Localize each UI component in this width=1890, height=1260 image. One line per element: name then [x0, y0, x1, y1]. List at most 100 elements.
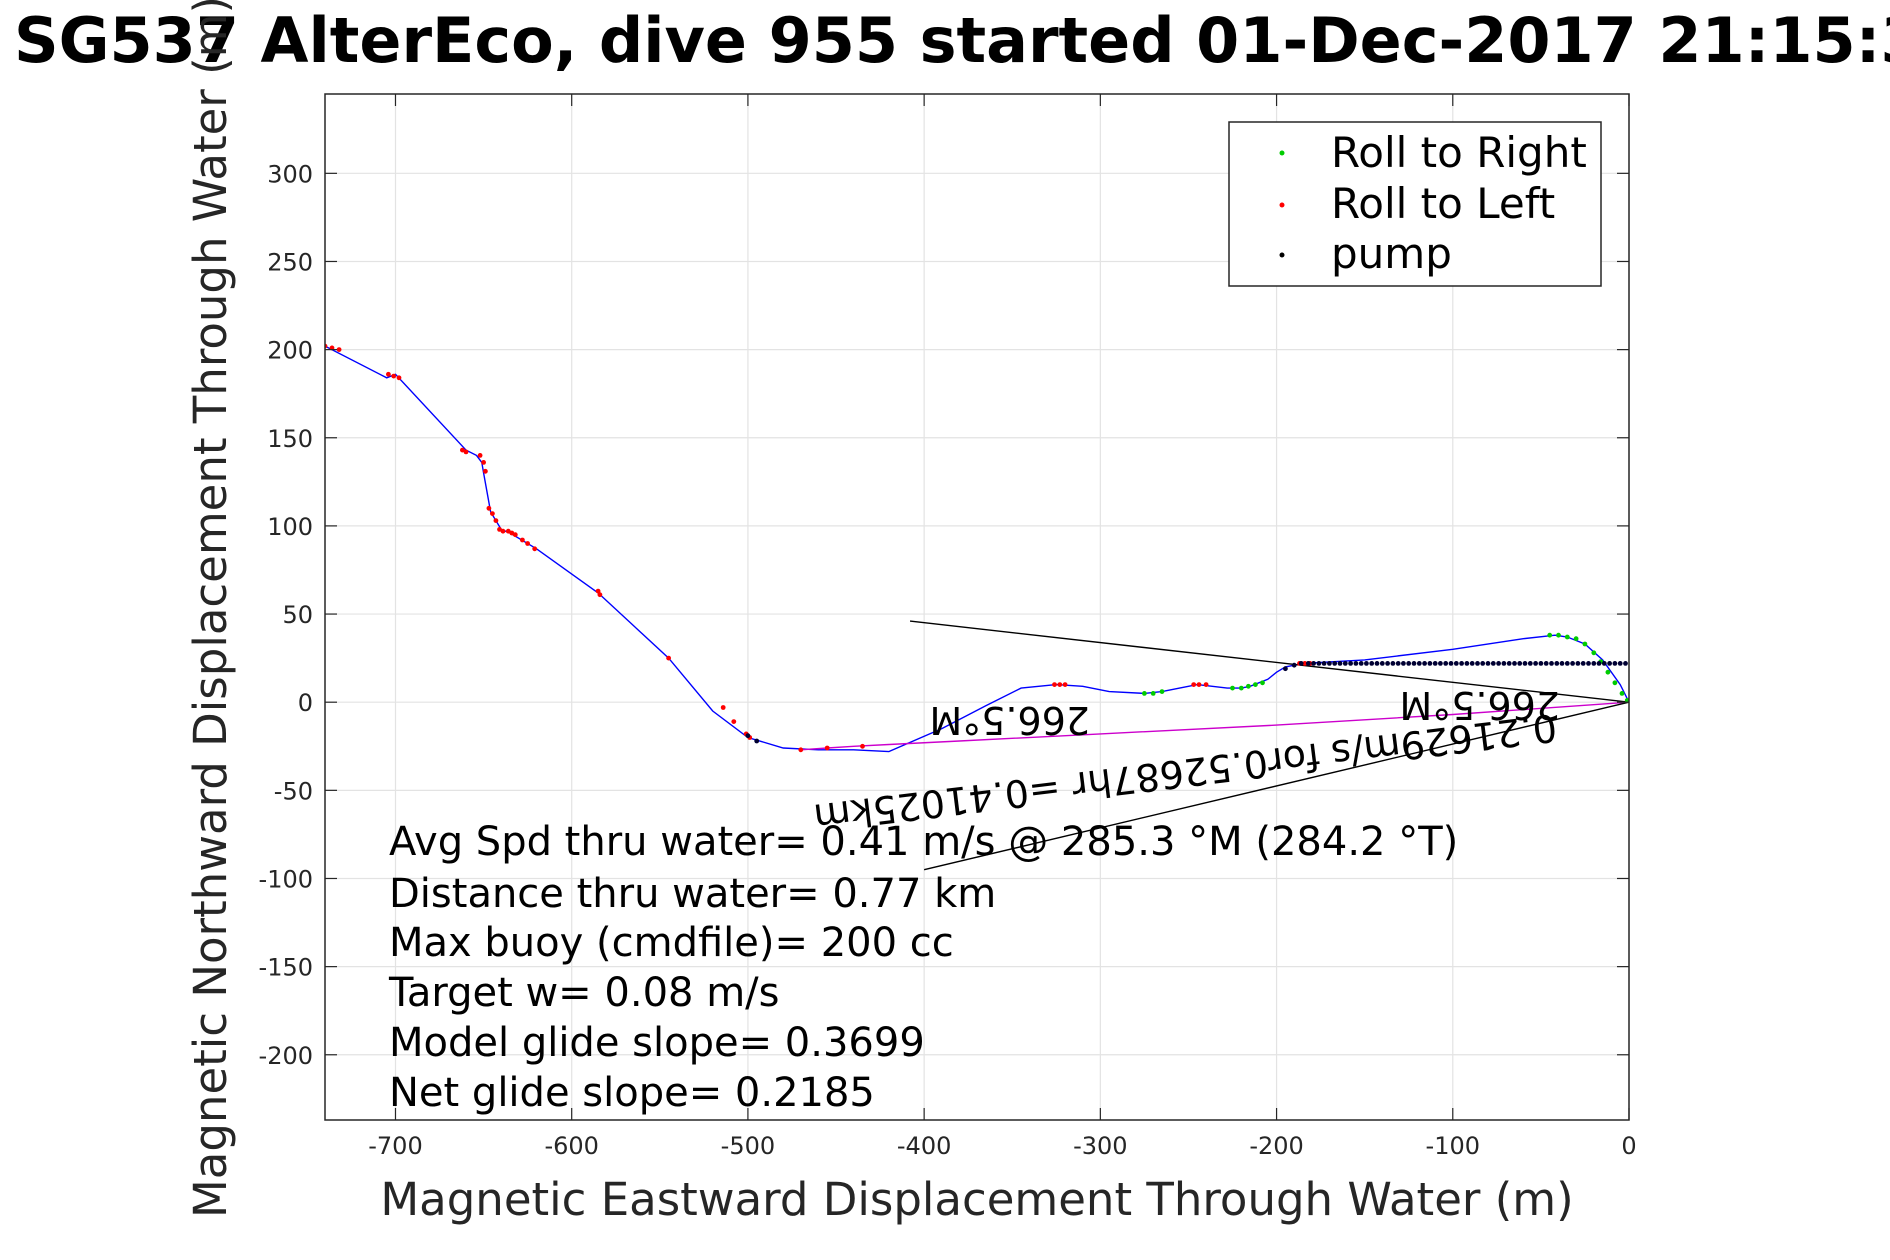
series-line-1	[800, 701, 1629, 751]
legend-marker-pump	[1279, 252, 1285, 258]
pump-point	[1501, 661, 1507, 666]
stat-net-glide: Net glide slope= 0.2185	[389, 1070, 875, 1116]
pump-point	[1506, 661, 1512, 666]
plot-frame	[324, 93, 1630, 1121]
x-tick-label: -500	[721, 1132, 775, 1160]
pump-point	[1364, 661, 1369, 666]
pump-point	[1374, 661, 1380, 666]
roll-left-point	[520, 537, 525, 543]
roll-left-point	[798, 747, 804, 753]
legend-label-roll-left: Roll to Left	[1331, 179, 1555, 228]
pump-point	[1549, 661, 1554, 666]
roll-right-point	[1159, 689, 1165, 694]
stat-model-glide: Model glide slope= 0.3699	[389, 1020, 925, 1066]
pump-point	[1490, 661, 1496, 666]
y-tick-label: 150	[267, 425, 313, 453]
series-line-0	[325, 345, 1629, 753]
pump-point	[1342, 661, 1348, 666]
pump-point	[1517, 661, 1523, 666]
roll-left-point	[500, 528, 506, 534]
pump-point	[1623, 661, 1628, 666]
axis-ticks: -700 -600 -500 -400 -300 -200 -100 030025020015…	[259, 94, 1637, 1160]
pump-point	[1316, 661, 1322, 666]
stat-avg-speed: Avg Spd thru water= 0.41 m/s @ 285.3 °M …	[389, 819, 1458, 865]
pump-point	[1401, 661, 1406, 666]
legend-label-roll-right: Roll to Right	[1331, 128, 1587, 177]
pump-point	[1448, 661, 1454, 666]
pump-point	[1369, 661, 1375, 666]
roll-right-point	[1605, 669, 1611, 675]
pump-point	[1522, 661, 1528, 666]
flipped-heading-label-2: 266.5°M	[929, 698, 1090, 742]
roll-left-point	[666, 655, 671, 661]
pump-point	[1305, 661, 1311, 666]
y-tick-label: 0	[298, 689, 313, 717]
roll-right-point	[1582, 641, 1588, 647]
roll-right-point	[1591, 650, 1597, 656]
x-tick-label: -100	[1426, 1132, 1480, 1160]
y-tick-label: 100	[267, 513, 313, 541]
x-tick-label: -300	[1073, 1132, 1127, 1160]
roll-right-point	[1253, 682, 1258, 687]
reference-line-1	[923, 701, 1629, 871]
pump-point	[1475, 661, 1480, 666]
roll-left-point	[1062, 682, 1068, 687]
pump-point	[1586, 661, 1591, 666]
roll-left-point	[463, 449, 469, 455]
flipped-heading-label-1: 266.5°M	[1399, 683, 1560, 727]
y-tick-label: -100	[259, 865, 313, 893]
y-tick-label: 250	[267, 248, 313, 276]
roll-right-point	[1150, 691, 1156, 696]
pump-point	[745, 733, 751, 739]
pump-point	[1358, 661, 1364, 666]
pump-point	[1591, 661, 1597, 666]
x-tick-label: -400	[897, 1132, 951, 1160]
roll-right-point	[1612, 680, 1618, 686]
legend-label-pump: pump	[1331, 229, 1452, 278]
pump-point	[1612, 661, 1618, 666]
pump-point	[1422, 661, 1427, 666]
pump-point	[1411, 661, 1417, 666]
y-tick-label: -200	[259, 1042, 313, 1070]
roll-right-point	[1547, 632, 1553, 638]
roll-right-point	[1619, 691, 1625, 696]
pump-point	[1533, 661, 1538, 666]
pump-point	[1543, 661, 1549, 666]
stat-target-w: Target w= 0.08 m/s	[388, 970, 779, 1016]
chart-title: SG537 AlterEco, dive 955 started 01-Dec-…	[14, 4, 1890, 77]
pump-point	[1527, 661, 1533, 666]
roll-left-point	[396, 375, 402, 381]
roll-right-point	[1246, 683, 1251, 689]
y-tick-label: -50	[274, 777, 313, 805]
pump-point	[1538, 661, 1544, 666]
pump-point	[1564, 661, 1570, 666]
pump-point	[1337, 661, 1343, 666]
pump-point	[1464, 661, 1470, 666]
pump-point	[1596, 661, 1602, 666]
plot-content	[325, 343, 1629, 871]
y-tick-label: 200	[267, 337, 313, 365]
roll-left-point	[483, 468, 488, 474]
pump-point	[1321, 661, 1327, 666]
roll-right-point	[1573, 636, 1579, 642]
pump-point	[1416, 661, 1422, 666]
pump-point	[1607, 661, 1612, 666]
roll-left-point	[860, 743, 865, 749]
pump-point	[1406, 661, 1412, 666]
pump-point	[1427, 661, 1433, 666]
pump-point	[1485, 661, 1491, 666]
roll-right-point	[1142, 691, 1147, 696]
roll-left-point	[1191, 682, 1197, 687]
roll-left-point	[1052, 682, 1057, 687]
pump-point	[1453, 661, 1459, 666]
roll-left-point	[490, 511, 495, 516]
legend: Roll to Right Roll to Left pump	[1228, 121, 1602, 287]
roll-right-point	[1238, 685, 1244, 691]
roll-right-point	[1260, 680, 1265, 686]
pump-point	[1559, 661, 1565, 666]
roll-left-point	[1302, 661, 1308, 666]
pump-point	[1353, 661, 1359, 666]
roll-left-point	[525, 541, 530, 546]
roll-left-point	[391, 373, 397, 379]
roll-left-point	[512, 532, 518, 538]
